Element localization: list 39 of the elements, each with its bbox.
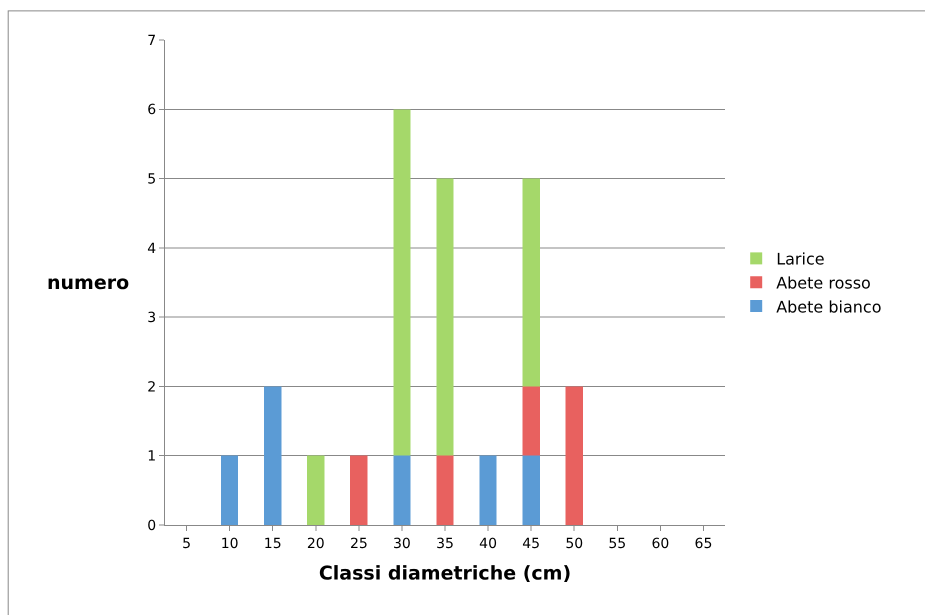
legend-label: Larice — [776, 250, 825, 269]
x-tick-label: 65 — [694, 536, 712, 552]
bar — [393, 456, 411, 525]
x-tick-label: 60 — [651, 536, 670, 552]
x-tick-label: 45 — [522, 536, 540, 552]
bar — [479, 456, 497, 525]
x-tick-label: 30 — [393, 536, 411, 552]
x-tick-label: 20 — [306, 536, 325, 552]
y-tick-label: 2 — [147, 379, 156, 396]
x-tick-label: 55 — [608, 536, 626, 552]
bar — [221, 456, 238, 525]
y-tick-label: 6 — [147, 102, 156, 118]
bar — [522, 386, 540, 456]
y-tick-label: 1 — [147, 448, 156, 465]
bar — [436, 456, 454, 525]
x-tick-label: 50 — [565, 536, 584, 552]
x-tick-label: 15 — [264, 536, 282, 552]
y-tick-label: 4 — [147, 240, 156, 257]
bar — [393, 109, 411, 456]
bar — [350, 456, 368, 525]
legend-label: Abete rosso — [776, 273, 871, 292]
bar — [264, 386, 282, 525]
bar — [436, 178, 454, 456]
x-tick-label: 5 — [182, 536, 191, 552]
legend-label: Abete bianco — [776, 297, 882, 316]
y-tick-label: 5 — [147, 171, 156, 188]
x-tick-label: 25 — [350, 536, 368, 552]
bar — [522, 178, 540, 386]
bar — [522, 456, 540, 525]
y-tick-label: 7 — [147, 32, 156, 49]
x-tick-label: 35 — [436, 536, 454, 552]
bar — [307, 456, 324, 525]
y-tick-label: 3 — [147, 310, 156, 326]
y-tick-label: 0 — [147, 518, 156, 534]
x-axis-title: Classi diametriche (cm) — [318, 562, 572, 585]
x-tick-label: 10 — [220, 536, 239, 552]
x-tick-label: 40 — [479, 536, 497, 552]
bar — [566, 386, 583, 525]
y-axis-title: numero — [47, 272, 130, 294]
